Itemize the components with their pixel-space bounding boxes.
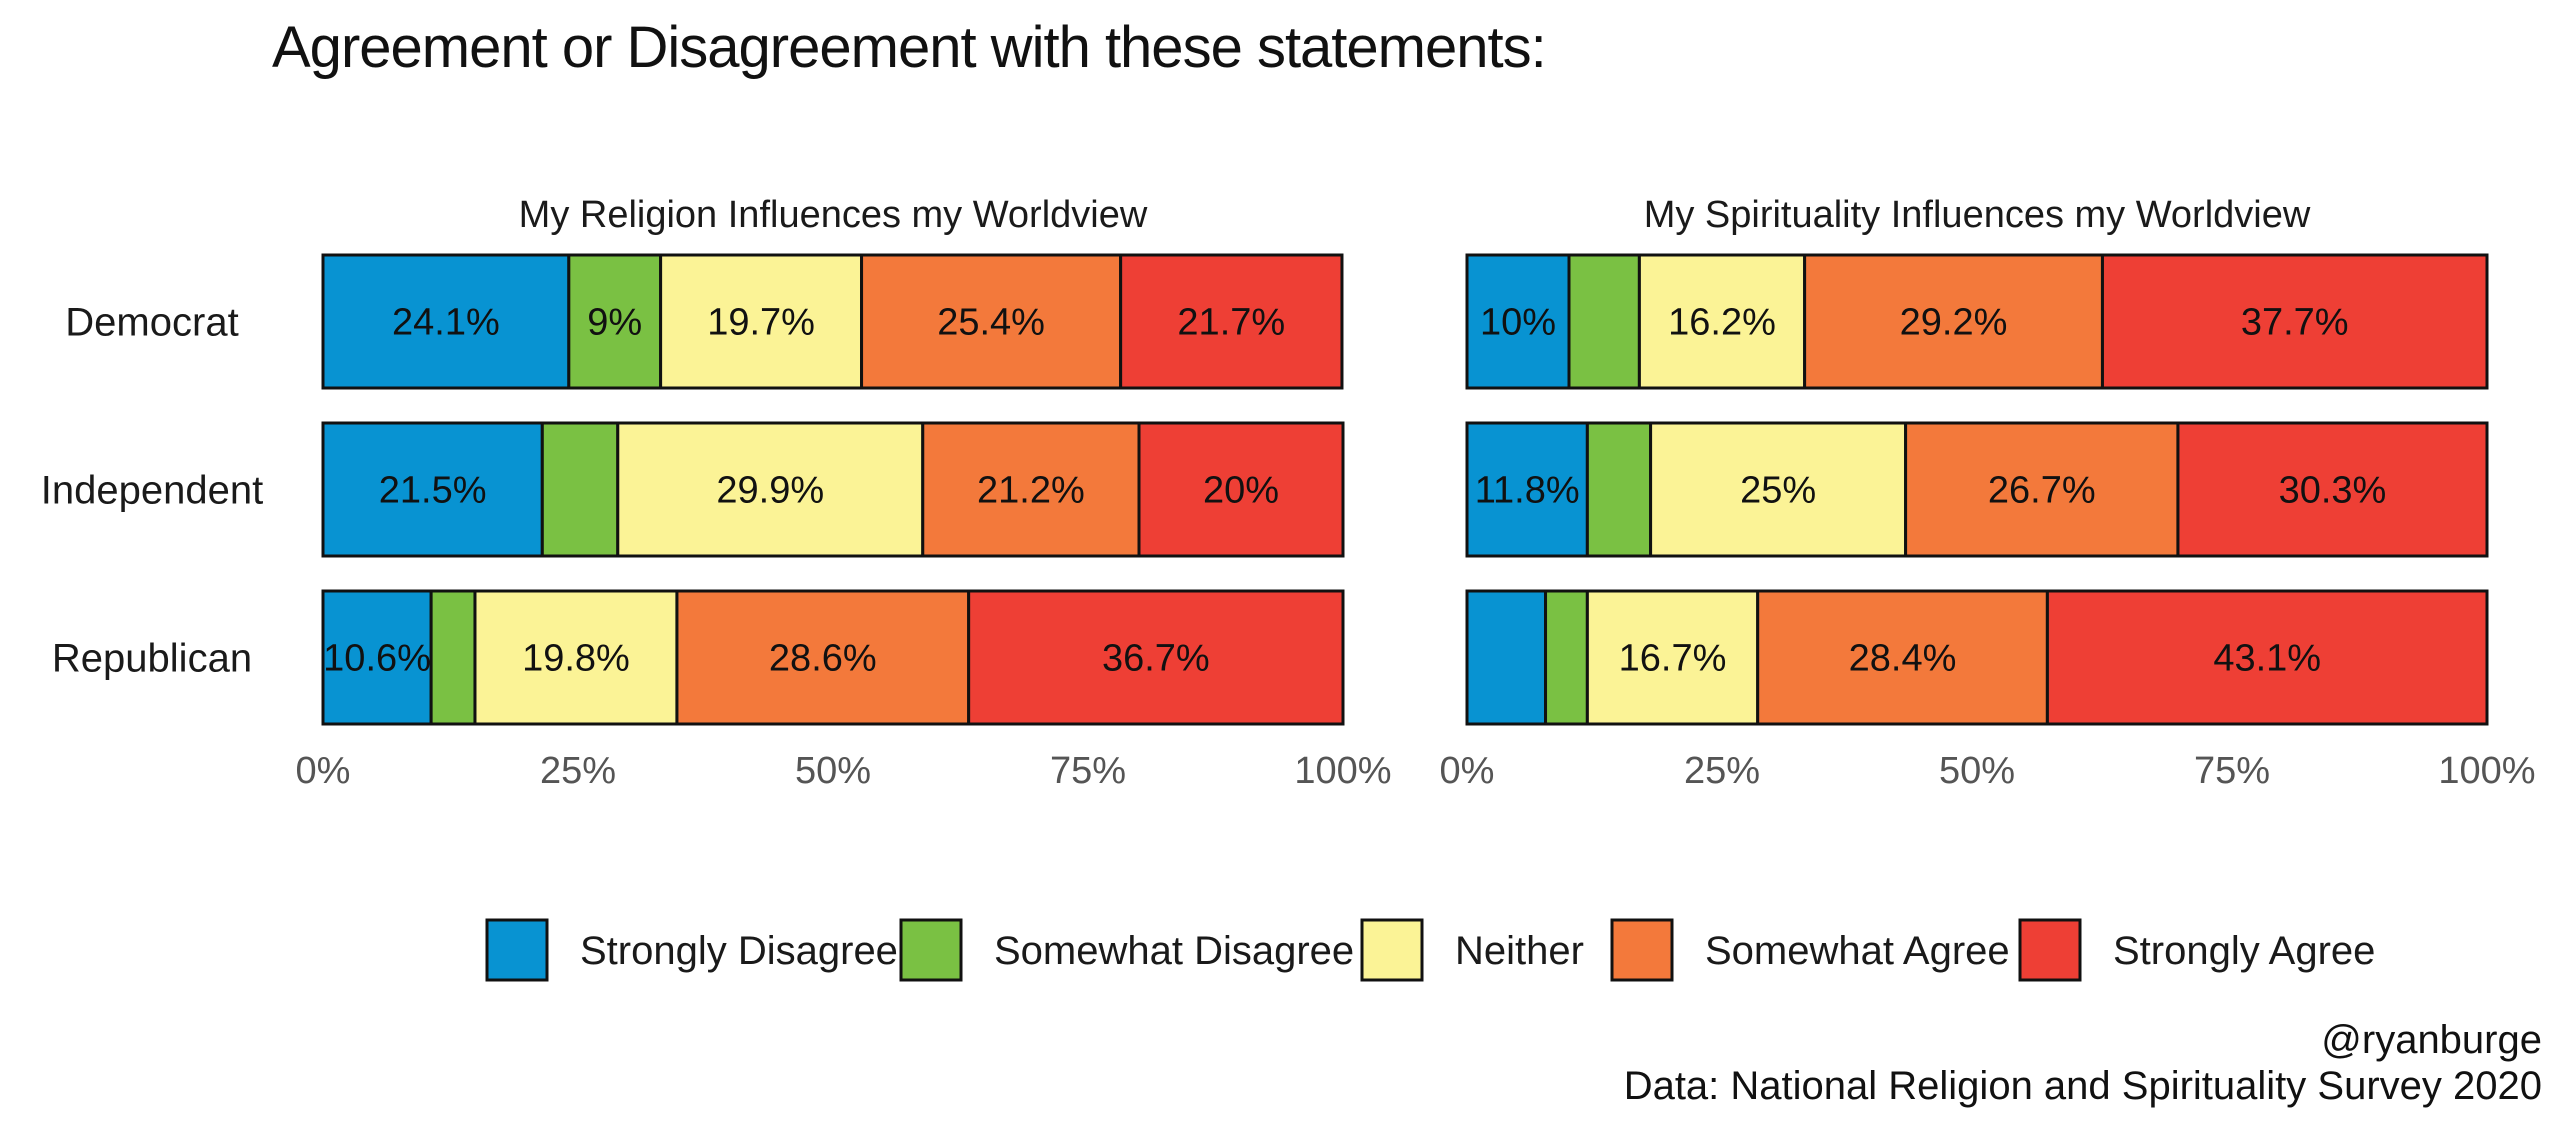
bar-segment — [2045, 589, 2489, 726]
legend-swatch — [2018, 918, 2082, 982]
data-label: 25% — [1740, 470, 1816, 512]
data-label: 24.1% — [392, 302, 500, 344]
facet-title: My Religion Influences my Worldview — [519, 194, 1148, 236]
x-tick-label: 100% — [1294, 750, 1391, 792]
bar-segment — [1567, 253, 1641, 390]
row-label: Democrat — [65, 301, 238, 345]
legend-label: Strongly Agree — [2113, 929, 2375, 973]
bar-segment — [1465, 589, 1548, 726]
data-label: 28.4% — [1849, 638, 1957, 680]
data-label: 43.1% — [2213, 638, 2321, 680]
bar-segment — [567, 253, 663, 390]
legend-item: Strongly Agree — [2018, 918, 2375, 982]
facet-panel-2: My Spirituality Influences my Worldview 1… — [1440, 194, 2536, 792]
legend-item: Somewhat Agree — [1610, 918, 2010, 982]
bar-segment — [1465, 253, 1571, 390]
bar-segment — [967, 589, 1345, 726]
facet-panel-1: My Religion Influences my Worldview 24.1%… — [296, 194, 1392, 792]
bar-segment — [2100, 253, 2489, 390]
x-tick-label: 75% — [1050, 750, 1126, 792]
legend-item: Somewhat Disagree — [899, 918, 1354, 982]
bar-segment — [473, 589, 679, 726]
bar-segment — [540, 421, 620, 558]
bar-segment — [1637, 253, 1807, 390]
data-label: 21.5% — [379, 470, 487, 512]
bar-segment — [616, 421, 925, 558]
legend-label: Neither — [1455, 929, 1584, 973]
x-tick-label: 0% — [1440, 750, 1495, 792]
data-label: 29.2% — [1900, 302, 2008, 344]
bar-segment — [321, 421, 544, 558]
data-label: 29.9% — [716, 470, 824, 512]
data-label: 21.2% — [977, 470, 1085, 512]
bar-segment — [860, 253, 1123, 390]
bar-segment — [1585, 421, 1653, 558]
bar-segment — [1119, 253, 1344, 390]
legend-swatch — [1360, 918, 1424, 982]
x-tick-label: 50% — [795, 750, 871, 792]
row-label: Republican — [52, 637, 252, 681]
bar-segment — [321, 253, 571, 390]
legend-swatch — [899, 918, 963, 982]
bar-segment — [675, 589, 971, 726]
data-label: 9% — [587, 302, 642, 344]
bar-segment — [1756, 589, 2049, 726]
data-label: 37.7% — [2241, 302, 2349, 344]
data-label: 26.7% — [1988, 470, 2096, 512]
bar-segment — [429, 589, 477, 726]
legend-item: Strongly Disagree — [485, 918, 898, 982]
data-label: 25.4% — [937, 302, 1045, 344]
bar-segment — [1465, 421, 1589, 558]
legend-swatch — [1610, 918, 1674, 982]
row-label: Independent — [41, 469, 263, 513]
data-label: 36.7% — [1102, 638, 1210, 680]
x-tick-label: 25% — [1684, 750, 1760, 792]
data-label: 19.8% — [522, 638, 630, 680]
data-label: 28.6% — [769, 638, 877, 680]
bar-segment — [1137, 421, 1345, 558]
bar-segment — [921, 421, 1141, 558]
data-label: 20% — [1203, 470, 1279, 512]
data-label: 21.7% — [1177, 302, 1285, 344]
legend-label: Somewhat Disagree — [994, 929, 1354, 973]
legend-label: Somewhat Agree — [1705, 929, 2010, 973]
bar-segment — [2176, 421, 2489, 558]
x-tick-label: 0% — [296, 750, 351, 792]
x-tick-label: 25% — [540, 750, 616, 792]
bar-segment — [1585, 589, 1760, 726]
bar-segment — [1803, 253, 2104, 390]
bar-segment — [1904, 421, 2180, 558]
bar-segment — [321, 589, 433, 726]
bar-segment — [1544, 589, 1589, 726]
bar-segment — [659, 253, 864, 390]
data-label: 16.2% — [1668, 302, 1776, 344]
data-label: 10% — [1480, 302, 1556, 344]
chart-title: Agreement or Disagreement with these sta… — [272, 15, 1547, 80]
legend-label: Strongly Disagree — [580, 929, 898, 973]
author-handle: @ryanburge — [2321, 1018, 2542, 1062]
facet-title: My Spirituality Influences my Worldview — [1644, 194, 2311, 236]
legend-swatch — [485, 918, 549, 982]
data-label: 11.8% — [1475, 470, 1580, 512]
legend-item: Neither — [1360, 918, 1584, 982]
x-tick-label: 100% — [2438, 750, 2535, 792]
x-tick-label: 75% — [2194, 750, 2270, 792]
data-label: 10.6% — [323, 638, 431, 680]
bar-segment — [1649, 421, 1908, 558]
data-source-note: Data: National Religion and Spirituality… — [1623, 1064, 2542, 1108]
data-label: 16.7% — [1619, 638, 1727, 680]
data-label: 30.3% — [2279, 470, 2387, 512]
x-tick-label: 50% — [1939, 750, 2015, 792]
data-label: 19.7% — [707, 302, 815, 344]
